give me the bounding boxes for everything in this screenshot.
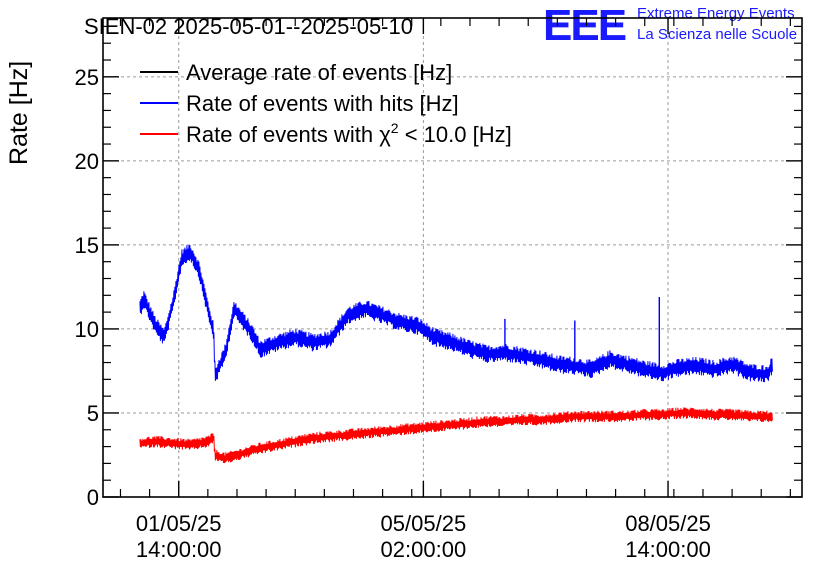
- y-tick-label: 15: [75, 233, 99, 258]
- legend-label-hits: Rate of events with hits [Hz]: [186, 91, 459, 116]
- legend-chi2-symbol: χ: [379, 122, 391, 147]
- legend: Average rate of events [Hz] Rate of even…: [140, 60, 512, 147]
- legend-entry-hits: Rate of events with hits [Hz]: [140, 91, 459, 116]
- axis-ticks: [103, 18, 802, 498]
- y-tick-labels: 0 5 10 15 20 25: [75, 65, 99, 510]
- grid: [103, 18, 802, 497]
- x-tick-labels: 01/05/2514:00:0005/05/2502:00:0008/05/25…: [136, 511, 711, 562]
- x-tick-label-date: 05/05/25: [381, 511, 467, 536]
- x-tick-label-time: 14:00:00: [625, 537, 711, 562]
- legend-entry-chi2: Rate of events with χ2 < 10.0 [Hz]: [140, 120, 512, 147]
- series-line-1: [139, 245, 773, 383]
- eee-logo-mark: EEE: [543, 1, 626, 50]
- series-layer: [139, 245, 773, 464]
- x-tick-label-date: 08/05/25: [625, 511, 711, 536]
- plot-frame: [102, 17, 803, 498]
- y-tick-label: 0: [87, 485, 99, 510]
- eee-logo: EEE Extreme Energy Events La Scienza nel…: [543, 1, 797, 50]
- y-axis-label: Rate [Hz]: [5, 61, 33, 165]
- legend-label-average: Average rate of events [Hz]: [186, 60, 452, 85]
- y-tick-label: 5: [87, 401, 99, 426]
- y-tick-label: 25: [75, 65, 99, 90]
- legend-chi2-prefix: Rate of events with: [186, 122, 379, 147]
- y-tick-label: 20: [75, 149, 99, 174]
- legend-entry-average: Average rate of events [Hz]: [140, 60, 452, 85]
- logo-line-2: La Scienza nelle Scuole: [637, 26, 797, 43]
- legend-label-chi2: Rate of events with χ2 < 10.0 [Hz]: [186, 120, 512, 147]
- y-tick-label: 10: [75, 317, 99, 342]
- x-tick-label-date: 01/05/25: [136, 511, 222, 536]
- legend-chi2-superscript: 2: [391, 120, 399, 136]
- series-line-2: [139, 407, 773, 464]
- x-tick-label-time: 02:00:00: [381, 537, 467, 562]
- legend-chi2-suffix: < 10.0 [Hz]: [399, 122, 512, 147]
- x-tick-label-time: 14:00:00: [136, 537, 222, 562]
- logo-line-1: Extreme Energy Events: [637, 5, 795, 22]
